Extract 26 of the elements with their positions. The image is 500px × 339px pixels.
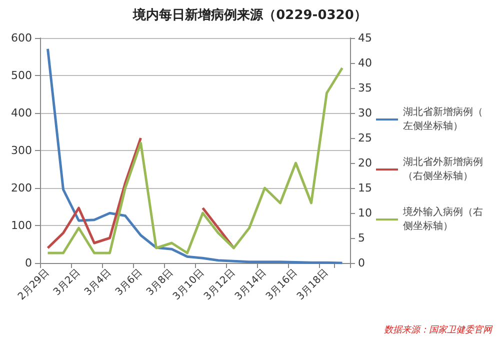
chart-title: 境内每日新增病例来源（0229-0320） [132, 7, 367, 23]
y2-tick-label: 35 [358, 82, 372, 94]
y2-tick-label: 0 [358, 256, 365, 270]
y2-tick-label: 15 [358, 182, 372, 194]
y2-tick-label: 10 [358, 206, 372, 220]
y2-tick-label: 25 [358, 132, 372, 144]
y-tick-label: 300 [11, 144, 32, 157]
x-tick-label: 3月4日 [82, 267, 114, 298]
y-tick-label: 100 [11, 219, 32, 232]
legend-label: 境外输入病例（右侧坐标轴） [402, 206, 483, 232]
x-tick-label: 2月29日 [16, 267, 52, 303]
y-tick-label: 200 [11, 182, 32, 194]
y-tick-label: 500 [11, 69, 32, 82]
y2-tick-label: 40 [358, 56, 372, 70]
y2-tick-label: 45 [358, 32, 372, 44]
x-tick-label: 3月2日 [52, 267, 83, 298]
y2-tick-label: 5 [358, 232, 365, 244]
source-note: 数据来源：国家卫健委官网 [384, 324, 493, 336]
x-tick-label: 3月6日 [114, 267, 145, 298]
y-tick-label: 0 [25, 256, 32, 270]
legend-label: 湖北省外新增病例（右侧坐标轴） [403, 156, 483, 182]
y2-tick-label: 30 [358, 106, 372, 120]
y2-tick-label: 20 [358, 156, 372, 170]
y-tick-label: 400 [11, 106, 32, 120]
y-tick-label: 600 [11, 32, 32, 44]
legend-label: 湖北省新增病例（左侧坐标轴） [403, 106, 483, 132]
